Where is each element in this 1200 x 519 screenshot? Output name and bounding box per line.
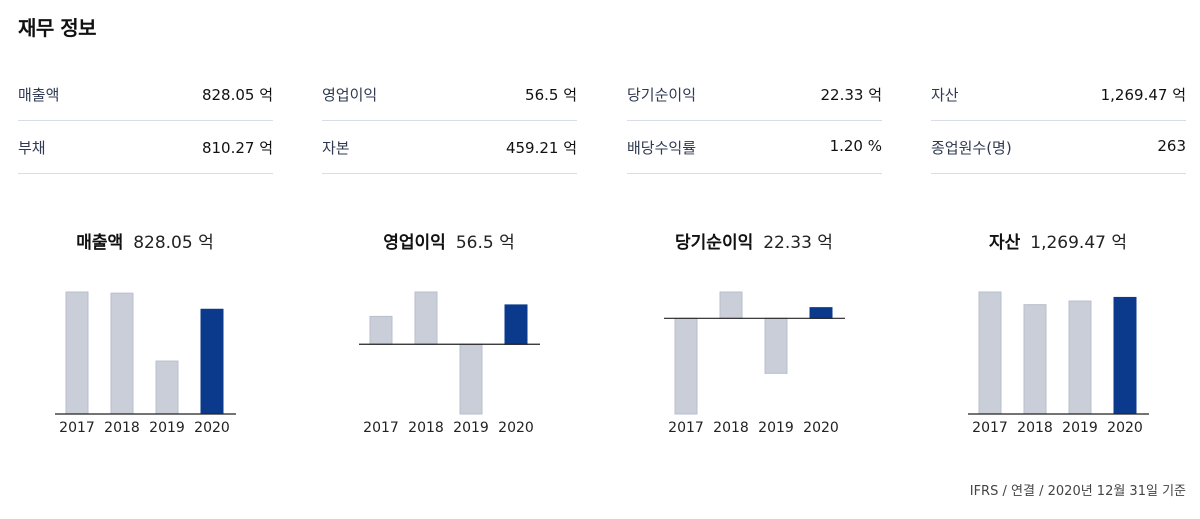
chart-title: 매출액	[76, 233, 124, 253]
chart-header: 영업이익 56.5 억	[314, 228, 584, 253]
footnote-standard: IFRS	[969, 484, 999, 499]
metric-row-liabilities: 부채 810.27 억	[18, 121, 273, 174]
metric-row-dividend-yield: 배당수익률 1.20 %	[627, 121, 882, 174]
metric-label: 당기순이익	[627, 86, 697, 104]
bar-2019	[764, 317, 788, 374]
chart-header: 매출액 828.05 억	[10, 228, 280, 253]
metric-label: 자산	[931, 86, 959, 104]
bar-2018	[719, 291, 743, 319]
bar-2017	[674, 317, 698, 415]
chart-header: 자산 1,269.47 억	[923, 228, 1193, 253]
x-tick-label: 2020	[803, 420, 839, 436]
x-tick-label: 2020	[194, 420, 230, 436]
x-tick-label: 2018	[713, 420, 749, 436]
metric-value: 459.21 억	[505, 139, 577, 157]
metric-label: 배당수익률	[627, 139, 697, 157]
x-tick-label: 2019	[453, 420, 489, 436]
bar-2017	[369, 315, 393, 345]
metric-label: 자본	[322, 139, 350, 157]
page-title: 재무 정보	[18, 16, 97, 40]
x-tick-label: 2018	[104, 420, 140, 436]
chart-header: 당기순이익 22.33 억	[619, 228, 889, 253]
bar-2018	[110, 292, 134, 415]
bar-2020	[504, 304, 528, 345]
chart-net-income: 당기순이익 22.33 억 2017 2018 2019 2020	[619, 222, 889, 442]
metrics-column: 매출액 828.05 억 부채 810.27 억	[18, 68, 273, 174]
chart-headline-value: 22.33 억	[763, 233, 833, 253]
bar-2019	[459, 343, 483, 415]
chart-plot: 2017 2018 2019 2020	[664, 291, 845, 436]
bar-2020	[809, 307, 833, 319]
bar-2020	[200, 308, 224, 415]
bar-2019	[155, 360, 179, 415]
x-tick-label: 2020	[1107, 420, 1143, 436]
x-tick-label: 2020	[498, 420, 534, 436]
x-tick-label: 2017	[668, 420, 704, 436]
metrics-column: 영업이익 56.5 억 자본 459.21 억	[322, 68, 577, 174]
metric-value: 22.33 억	[820, 86, 882, 104]
footnote-separator: /	[1039, 484, 1044, 499]
footnote-separator: /	[1002, 484, 1007, 499]
bar-2018	[1023, 304, 1047, 415]
bar-2017	[65, 291, 89, 415]
metric-label: 부채	[18, 139, 46, 157]
bar-2019	[1068, 300, 1092, 415]
metric-row-employees: 종업원수(명) 263	[931, 121, 1186, 174]
metric-label: 영업이익	[322, 86, 378, 104]
metric-value: 1,269.47 억	[1100, 86, 1186, 104]
metric-value: 828.05 억	[201, 86, 273, 104]
x-tick-label: 2018	[408, 420, 444, 436]
chart-operating-profit: 영업이익 56.5 억 2017 2018 2019 2020	[314, 222, 584, 442]
metric-row-revenue: 매출액 828.05 억	[18, 68, 273, 121]
footnote-scope: 연결	[1011, 484, 1035, 499]
x-tick-label: 2018	[1017, 420, 1053, 436]
metric-value: 263	[1157, 137, 1186, 155]
chart-assets: 자산 1,269.47 억 2017 2018 2019 2020	[923, 222, 1193, 442]
metric-row-net-income: 당기순이익 22.33 억	[627, 68, 882, 121]
metric-value: 810.27 억	[201, 139, 273, 157]
metric-label: 매출액	[18, 86, 60, 104]
x-tick-label: 2019	[758, 420, 794, 436]
x-tick-label: 2019	[149, 420, 185, 436]
chart-revenue: 매출액 828.05 억 2017 2018 2019 2020	[10, 222, 280, 442]
metric-label: 종업원수(명)	[931, 139, 1012, 157]
metric-row-assets: 자산 1,269.47 억	[931, 68, 1186, 121]
metrics-column: 자산 1,269.47 억 종업원수(명) 263	[931, 68, 1186, 174]
chart-headline-value: 1,269.47 억	[1030, 233, 1128, 253]
metric-row-operating-profit: 영업이익 56.5 억	[322, 68, 577, 121]
chart-plot: 2017 2018 2019 2020	[359, 291, 540, 436]
chart-headline-value: 56.5 억	[455, 233, 515, 253]
metric-value: 56.5 억	[525, 86, 577, 104]
chart-title: 자산	[988, 233, 1021, 253]
chart-plot: 2017 2018 2019 2020	[55, 291, 236, 436]
bar-2020	[1113, 296, 1137, 415]
metric-value: 1.20 %	[829, 137, 882, 155]
x-tick-label: 2017	[59, 420, 95, 436]
chart-plot: 2017 2018 2019 2020	[968, 291, 1149, 436]
metric-row-equity: 자본 459.21 억	[322, 121, 577, 174]
footnote: IFRS / 연결 / 2020년 12월 31일 기준	[970, 480, 1186, 499]
footnote-as-of: 2020년 12월 31일 기준	[1047, 484, 1186, 499]
x-tick-label: 2019	[1062, 420, 1098, 436]
chart-title: 당기순이익	[675, 233, 754, 253]
chart-headline-value: 828.05 억	[133, 233, 214, 253]
metrics-column: 당기순이익 22.33 억 배당수익률 1.20 %	[627, 68, 882, 174]
x-tick-label: 2017	[363, 420, 399, 436]
chart-title: 영업이익	[383, 233, 446, 253]
bar-2018	[414, 291, 438, 345]
x-tick-label: 2017	[972, 420, 1008, 436]
bar-2017	[978, 291, 1002, 415]
